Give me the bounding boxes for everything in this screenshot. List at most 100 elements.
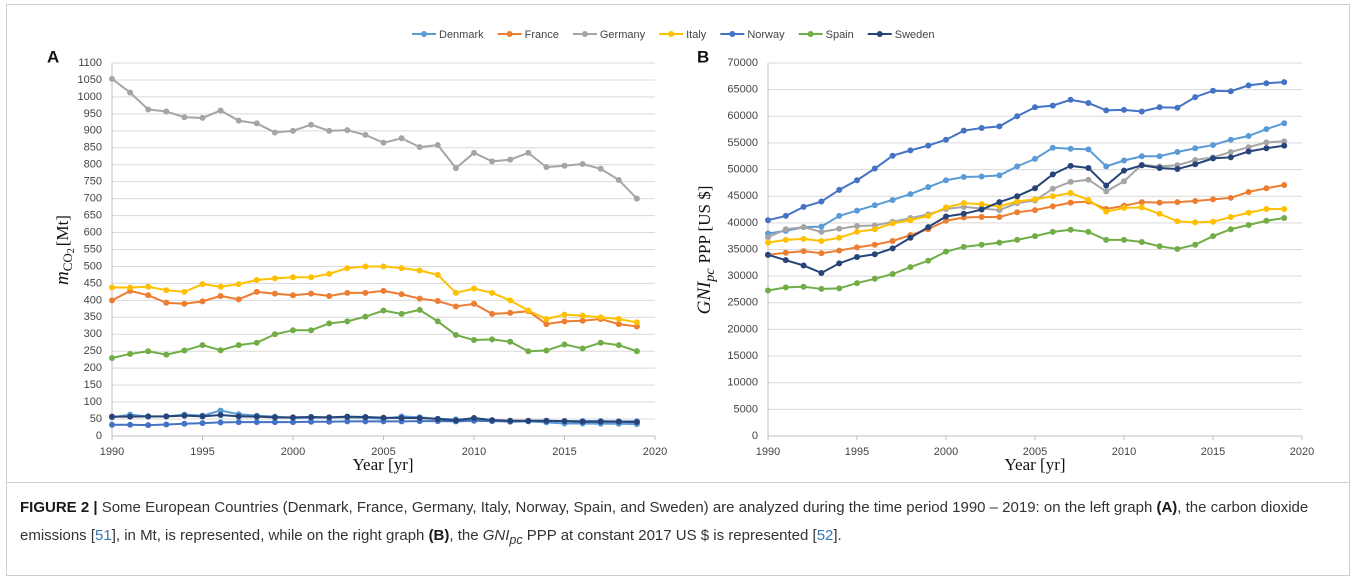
y-tick-label: 30000 <box>727 270 758 282</box>
y-tick-label: 650 <box>84 209 102 221</box>
data-point <box>1138 199 1145 206</box>
data-point <box>271 331 278 338</box>
data-point <box>1174 148 1181 155</box>
y-tick-label: 850 <box>84 142 102 154</box>
data-point <box>271 419 278 426</box>
data-point <box>326 270 333 277</box>
data-point <box>308 418 315 425</box>
data-point <box>871 241 878 248</box>
data-point <box>960 210 967 217</box>
data-point <box>1085 164 1092 171</box>
data-point <box>1245 144 1252 151</box>
data-point <box>1067 190 1074 197</box>
data-point <box>489 310 496 317</box>
data-point <box>889 245 896 252</box>
data-point <box>471 149 477 156</box>
data-point <box>996 213 1003 220</box>
data-point <box>1281 120 1288 127</box>
caption-ref[interactable]: 51 <box>95 527 112 544</box>
data-point <box>1227 148 1234 155</box>
x-tick-label: 2010 <box>1112 446 1136 458</box>
data-point <box>836 225 843 232</box>
data-point <box>1227 154 1234 161</box>
series-line: Italy <box>112 265 638 324</box>
data-point <box>1103 182 1110 189</box>
caption-ref[interactable]: 52 <box>816 527 834 544</box>
data-point <box>362 418 369 425</box>
data-point <box>489 417 496 424</box>
data-point <box>1121 167 1127 174</box>
data-point <box>344 318 351 325</box>
data-point <box>854 223 860 230</box>
data-point <box>1121 236 1127 243</box>
data-point <box>1067 96 1074 103</box>
legend-marker <box>506 31 513 37</box>
caption-text: PPP at constant 2017 US $ is represented… <box>522 527 817 544</box>
series-line: Spain <box>111 308 638 359</box>
data-point <box>943 204 949 211</box>
data-point <box>326 418 333 425</box>
data-point <box>181 347 188 354</box>
data-point <box>217 347 224 354</box>
y-tick-label: 70000 <box>727 57 758 69</box>
data-point <box>943 213 949 220</box>
data-point <box>836 234 843 241</box>
data-point <box>1245 148 1252 155</box>
y-tick-label: 35000 <box>727 243 758 255</box>
data-point <box>344 127 351 134</box>
data-point <box>1210 233 1216 240</box>
x-tick-label: 2015 <box>1201 446 1225 458</box>
caption-italic: GNI <box>482 527 510 544</box>
data-point <box>163 108 170 115</box>
y-axis-label: GNIpc PPP [US $] <box>694 186 718 315</box>
data-point <box>416 306 423 313</box>
data-point <box>471 337 477 344</box>
x-tick-label: 1995 <box>190 446 214 458</box>
y-axis-label-subscript: 2 <box>66 248 77 253</box>
data-point <box>854 207 860 214</box>
y-tick-label: 20000 <box>727 323 758 335</box>
data-point <box>1210 155 1216 162</box>
data-point <box>1032 196 1038 203</box>
data-point <box>1032 207 1038 214</box>
data-point <box>765 239 771 246</box>
y-tick-label: 15000 <box>727 350 758 362</box>
data-point <box>1227 88 1234 95</box>
data-point <box>836 186 843 193</box>
data-point <box>1227 226 1234 233</box>
caption: FIGURE 2 | Some European Countries (Denm… <box>20 494 1340 554</box>
data-point <box>1192 156 1199 163</box>
data-point <box>199 413 206 420</box>
data-point <box>561 341 568 348</box>
data-point <box>217 407 224 414</box>
y-tick-label: 250 <box>84 345 102 357</box>
data-point <box>1174 199 1181 206</box>
data-point <box>1049 203 1056 210</box>
data-point <box>362 313 369 320</box>
data-point <box>398 265 405 272</box>
series-line: Spain <box>767 217 1285 292</box>
y-axis-label-symbol: GNI <box>694 280 715 314</box>
y-tick-label: 65000 <box>727 84 758 96</box>
data-point <box>765 234 771 241</box>
data-point <box>380 263 387 270</box>
x-tick-label: 2010 <box>462 446 486 458</box>
data-point <box>597 165 604 172</box>
data-point <box>579 317 586 324</box>
y-tick-label: 1050 <box>78 74 102 86</box>
data-point <box>543 417 550 424</box>
data-point <box>925 257 932 264</box>
data-point <box>217 411 224 418</box>
data-point <box>597 339 604 346</box>
legend-marker <box>581 31 588 37</box>
data-point <box>1014 193 1021 200</box>
data-point <box>308 274 315 281</box>
data-point <box>127 89 134 96</box>
legend-marker <box>876 31 883 37</box>
data-point <box>996 172 1003 179</box>
data-point <box>579 312 586 319</box>
x-tick-label: 1990 <box>756 446 780 458</box>
data-point <box>507 156 514 163</box>
x-tick-label: 2005 <box>371 446 395 458</box>
